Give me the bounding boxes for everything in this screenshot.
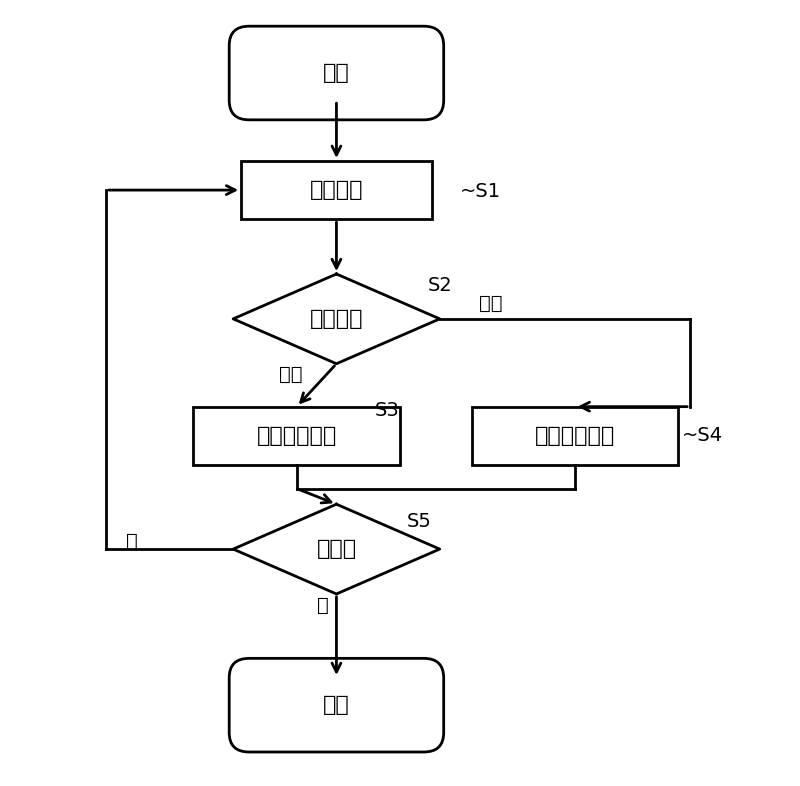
Text: 呼气: 呼气 <box>279 365 302 384</box>
Bar <box>194 406 400 465</box>
Text: 加热器：关闭: 加热器：关闭 <box>534 426 615 446</box>
Text: 呼吸检测: 呼吸检测 <box>310 180 363 200</box>
FancyBboxPatch shape <box>229 659 444 752</box>
Bar <box>471 406 678 465</box>
FancyBboxPatch shape <box>229 26 444 119</box>
Text: 结束: 结束 <box>323 695 350 715</box>
Text: 吸气: 吸气 <box>479 294 503 313</box>
Text: 加热器：开启: 加热器：开启 <box>257 426 337 446</box>
Bar <box>241 161 432 219</box>
Text: S3: S3 <box>374 401 399 420</box>
Text: S5: S5 <box>406 512 431 531</box>
Text: 开始: 开始 <box>323 63 350 83</box>
Text: 终了？: 终了？ <box>316 539 357 559</box>
Text: ~S4: ~S4 <box>682 427 723 446</box>
Polygon shape <box>233 504 440 594</box>
Text: 是: 是 <box>317 596 328 615</box>
Text: S2: S2 <box>428 276 453 295</box>
Polygon shape <box>233 274 440 364</box>
Text: ~S1: ~S1 <box>459 182 501 201</box>
Text: 否: 否 <box>126 532 138 551</box>
Text: 呼吸判断: 呼吸判断 <box>310 309 363 329</box>
